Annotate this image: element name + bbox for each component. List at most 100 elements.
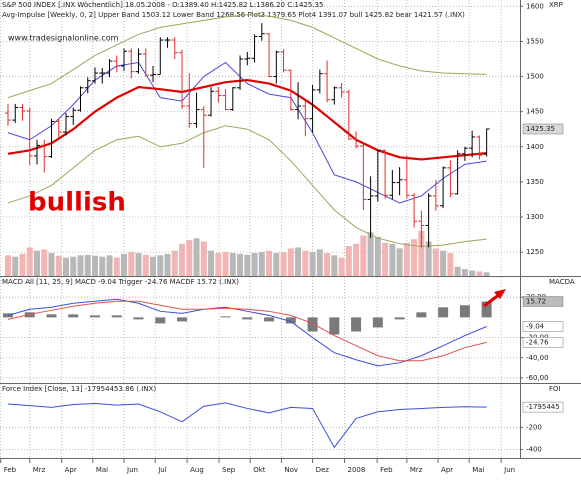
last-value-label: -24.76 bbox=[526, 338, 549, 346]
y-tick-label: -200 bbox=[526, 423, 542, 431]
last-value-box bbox=[522, 123, 564, 135]
y-tick-label: 1300 bbox=[526, 213, 544, 221]
volume-bar bbox=[396, 248, 403, 276]
panel-title: MACD All [11, 25, 9] MACD -9.04 Trigger … bbox=[2, 278, 239, 286]
volume-bar bbox=[302, 250, 309, 276]
volume-bar bbox=[273, 253, 280, 276]
volume-bar bbox=[128, 252, 135, 276]
x-tick-label: Feb bbox=[380, 466, 393, 474]
arrow-head bbox=[494, 289, 506, 299]
volume-bar bbox=[331, 255, 338, 276]
axis-label: XRP bbox=[549, 1, 563, 9]
volume-bar bbox=[193, 238, 200, 276]
volume-bar bbox=[186, 240, 193, 276]
volume-bar bbox=[266, 250, 273, 276]
x-tick-label: Mrz bbox=[33, 466, 46, 474]
volume-bar bbox=[258, 252, 265, 276]
histogram-bar bbox=[242, 317, 253, 320]
volume-bar bbox=[447, 253, 454, 276]
arrow bbox=[483, 289, 506, 308]
volume-bar bbox=[432, 248, 439, 276]
x-tick-label: Nov bbox=[284, 466, 298, 474]
watermark: www.tradesignalonline.com bbox=[8, 34, 119, 43]
histogram-bar bbox=[307, 317, 318, 332]
y-tick-label: 1350 bbox=[526, 178, 544, 186]
volume-bar bbox=[179, 243, 186, 276]
volume-bar bbox=[309, 252, 316, 276]
histogram-bar bbox=[68, 314, 79, 318]
indicator-line bbox=[7, 14, 487, 99]
volume-bar bbox=[367, 232, 374, 276]
histogram-bar bbox=[416, 312, 427, 318]
volume-bar bbox=[425, 241, 432, 276]
y-tick-label: 1450 bbox=[526, 108, 544, 116]
last-value-box bbox=[522, 401, 564, 413]
x-tick-label: Mai bbox=[96, 466, 108, 474]
annotation: bullish bbox=[28, 188, 126, 218]
force-line bbox=[7, 402, 487, 449]
y-tick-label: 1500 bbox=[526, 73, 544, 81]
x-tick-label: Sep bbox=[222, 466, 236, 474]
volume-bar bbox=[135, 253, 142, 276]
volume-bar bbox=[113, 257, 120, 276]
histogram-bar bbox=[90, 315, 101, 318]
volume-bar bbox=[251, 253, 258, 276]
y-tick-label: -400 bbox=[526, 446, 542, 454]
volume-bar bbox=[338, 257, 345, 276]
histogram-bar bbox=[264, 317, 275, 322]
x-tick-label: Mrz bbox=[410, 466, 423, 474]
indicator-line bbox=[7, 125, 487, 248]
volume-bar bbox=[171, 250, 178, 276]
last-value-box bbox=[522, 337, 564, 348]
y-tick-label: 1250 bbox=[526, 248, 544, 256]
volume-bar bbox=[411, 239, 418, 276]
volume-bar bbox=[476, 271, 483, 276]
x-tick-label: 2008 bbox=[347, 466, 365, 474]
axis-label: MACDA bbox=[549, 278, 575, 286]
x-tick-label: Jun bbox=[503, 466, 515, 474]
volume-bar bbox=[121, 253, 128, 276]
histogram-bar bbox=[220, 316, 231, 318]
volume-bar bbox=[41, 249, 48, 276]
volume-bar bbox=[106, 255, 113, 276]
histogram-bar bbox=[155, 317, 166, 324]
histogram-bar bbox=[438, 307, 449, 318]
x-tick-label: Okt bbox=[253, 466, 266, 474]
volume-bar bbox=[164, 253, 171, 276]
volume-bar bbox=[469, 270, 476, 276]
volume-bar bbox=[200, 241, 207, 276]
last-value-label: -9.04 bbox=[526, 323, 545, 331]
volume-bar bbox=[142, 254, 149, 276]
histogram-bar bbox=[111, 315, 122, 318]
histogram-bar bbox=[285, 317, 296, 324]
histogram-bar bbox=[351, 317, 362, 332]
histogram-bar bbox=[329, 317, 340, 335]
x-tick-label: Apr bbox=[65, 466, 77, 474]
volume-bar bbox=[440, 250, 447, 276]
histogram-bar bbox=[2, 313, 13, 318]
volume-bar bbox=[12, 256, 19, 276]
axis-label: FOI bbox=[549, 385, 561, 393]
volume-bar bbox=[208, 250, 215, 276]
volume-bar bbox=[287, 248, 294, 276]
x-tick-label: Mai bbox=[472, 466, 484, 474]
histogram-bar bbox=[46, 314, 57, 318]
volume-bar bbox=[19, 253, 26, 276]
last-value-label: -1795445 bbox=[526, 403, 560, 411]
y-tick-label: 1600 bbox=[526, 2, 544, 10]
last-value-box bbox=[522, 296, 564, 307]
panels: 1250 1300 1350 1400 1450 1500 1550 1600 S&P 500 … bbox=[0, 0, 575, 474]
x-tick-label: Apr bbox=[441, 466, 453, 474]
last-value-label: 15.72 bbox=[526, 298, 546, 306]
volume-bar bbox=[461, 269, 468, 276]
volume-bar bbox=[99, 256, 106, 276]
volume-bar bbox=[353, 243, 360, 276]
x-tick-label: Dez bbox=[316, 466, 330, 474]
x-tick-label: Aug bbox=[190, 466, 204, 474]
volume-bar bbox=[345, 246, 352, 276]
volume-bar bbox=[55, 255, 62, 276]
volume-bar bbox=[229, 253, 236, 276]
panel-title: Force Index [Close, 13] -17954453.86 (.I… bbox=[2, 385, 156, 393]
volume-bar bbox=[26, 247, 33, 276]
volume-bar bbox=[237, 253, 244, 276]
